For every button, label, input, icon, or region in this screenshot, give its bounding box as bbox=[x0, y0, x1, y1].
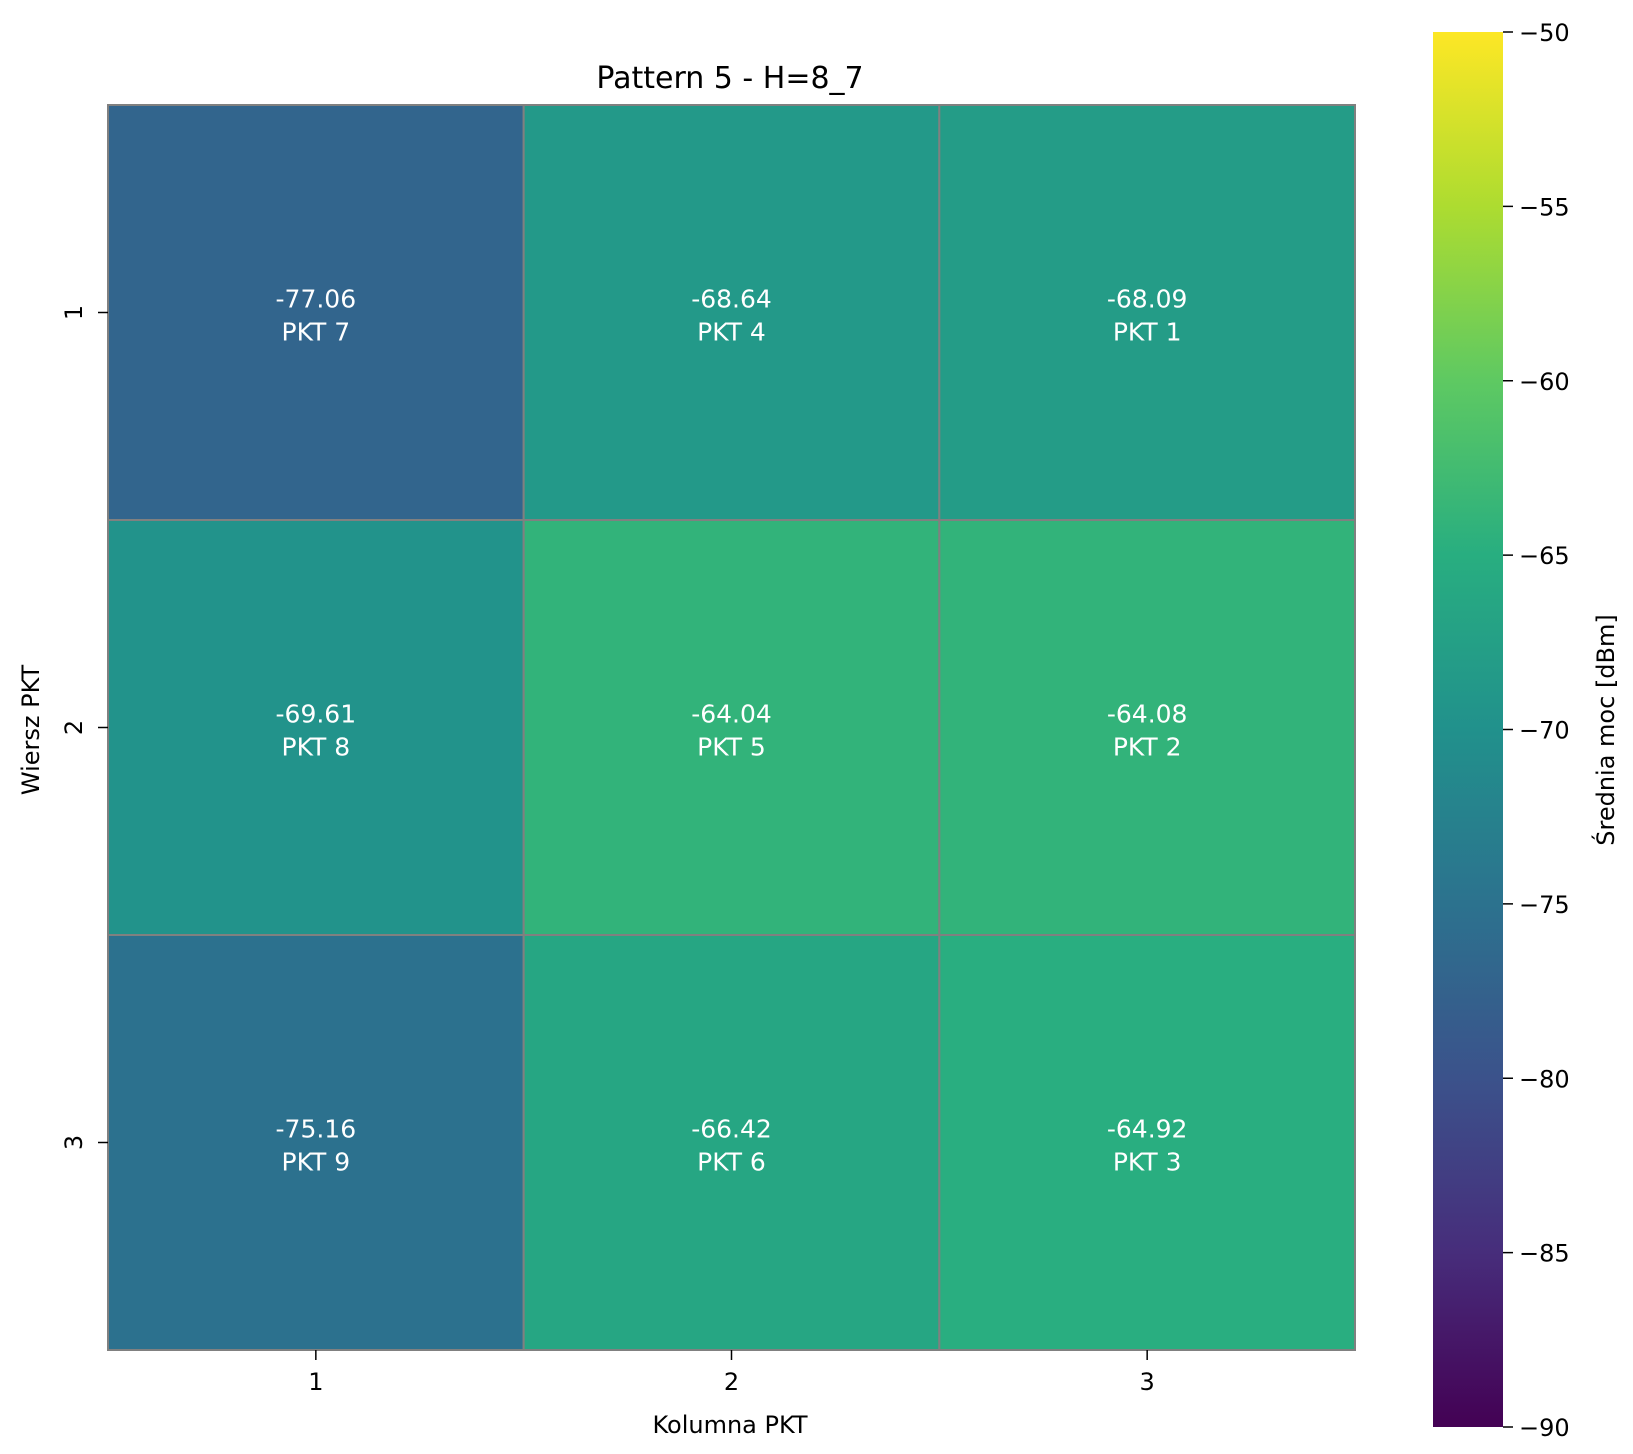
colorbar-tick-label: −75 bbox=[1519, 891, 1570, 919]
colorbar-axis: −90 −85 −80 −75 −70 −65 −60 −55 −50 bbox=[1503, 19, 1570, 1442]
y-axis-label: Wiersz PKT bbox=[17, 665, 45, 796]
heatmap-cell bbox=[522, 519, 941, 936]
x-tick-label: 2 bbox=[724, 1368, 739, 1396]
cell-point-label: PKT 9 bbox=[282, 1148, 351, 1177]
x-tick-label: 1 bbox=[308, 1368, 323, 1396]
y-tick-label: 2 bbox=[60, 720, 88, 735]
cell-point-label: PKT 1 bbox=[1113, 318, 1182, 347]
cell-point-label: PKT 3 bbox=[1113, 1148, 1182, 1177]
cell-point-label: PKT 8 bbox=[282, 733, 351, 762]
heatmap-cell bbox=[522, 104, 941, 521]
heatmap-cell bbox=[107, 934, 525, 1351]
colorbar-tick-label: −70 bbox=[1519, 717, 1570, 745]
cell-value-label: -64.04 bbox=[691, 700, 772, 729]
heatmap-cell bbox=[938, 519, 1356, 936]
colorbar bbox=[1433, 32, 1503, 1427]
cell-value-label: -64.92 bbox=[1107, 1115, 1188, 1144]
heatmap-cell bbox=[522, 934, 941, 1351]
heatmap-cell bbox=[107, 104, 525, 521]
cell-value-label: -66.42 bbox=[691, 1115, 772, 1144]
cell-value-label: -68.09 bbox=[1107, 285, 1188, 314]
heatmap-cell bbox=[107, 519, 525, 936]
cell-value-label: -68.64 bbox=[691, 285, 772, 314]
y-axis: 1 2 3 bbox=[60, 305, 108, 1150]
cell-point-label: PKT 2 bbox=[1113, 733, 1182, 762]
cell-point-label: PKT 5 bbox=[697, 733, 766, 762]
chart-title: Pattern 5 - H=8_7 bbox=[596, 61, 863, 96]
colorbar-tick-label: −50 bbox=[1519, 19, 1570, 47]
colorbar-tick-label: −55 bbox=[1519, 193, 1570, 221]
cell-value-label: -69.61 bbox=[276, 700, 357, 729]
colorbar-tick-label: −65 bbox=[1519, 542, 1570, 570]
x-axis: 1 2 3 bbox=[308, 1350, 1155, 1396]
colorbar-tick-label: −85 bbox=[1519, 1240, 1570, 1268]
heatmap-cell bbox=[938, 104, 1356, 521]
colorbar-tick-label: −90 bbox=[1519, 1414, 1570, 1442]
x-axis-label: Kolumna PKT bbox=[652, 1411, 807, 1439]
cell-value-label: -64.08 bbox=[1107, 700, 1188, 729]
colorbar-label: Średnia moc [dBm] bbox=[1590, 614, 1620, 845]
x-tick-label: 3 bbox=[1140, 1368, 1155, 1396]
colorbar-tick-label: −80 bbox=[1519, 1065, 1570, 1093]
y-tick-label: 1 bbox=[60, 305, 88, 320]
cell-value-label: -75.16 bbox=[276, 1115, 357, 1144]
cell-point-label: PKT 4 bbox=[697, 318, 766, 347]
y-tick-label: 3 bbox=[60, 1135, 88, 1150]
cell-point-label: PKT 7 bbox=[282, 318, 351, 347]
cell-value-label: -77.06 bbox=[276, 285, 357, 314]
cell-point-label: PKT 6 bbox=[697, 1148, 766, 1177]
heatmap-cells: -77.06 PKT 7 -68.64 PKT 4 -68.09 PKT 1 -69.61 P… bbox=[107, 104, 1356, 1351]
colorbar-tick-label: −60 bbox=[1519, 368, 1570, 396]
